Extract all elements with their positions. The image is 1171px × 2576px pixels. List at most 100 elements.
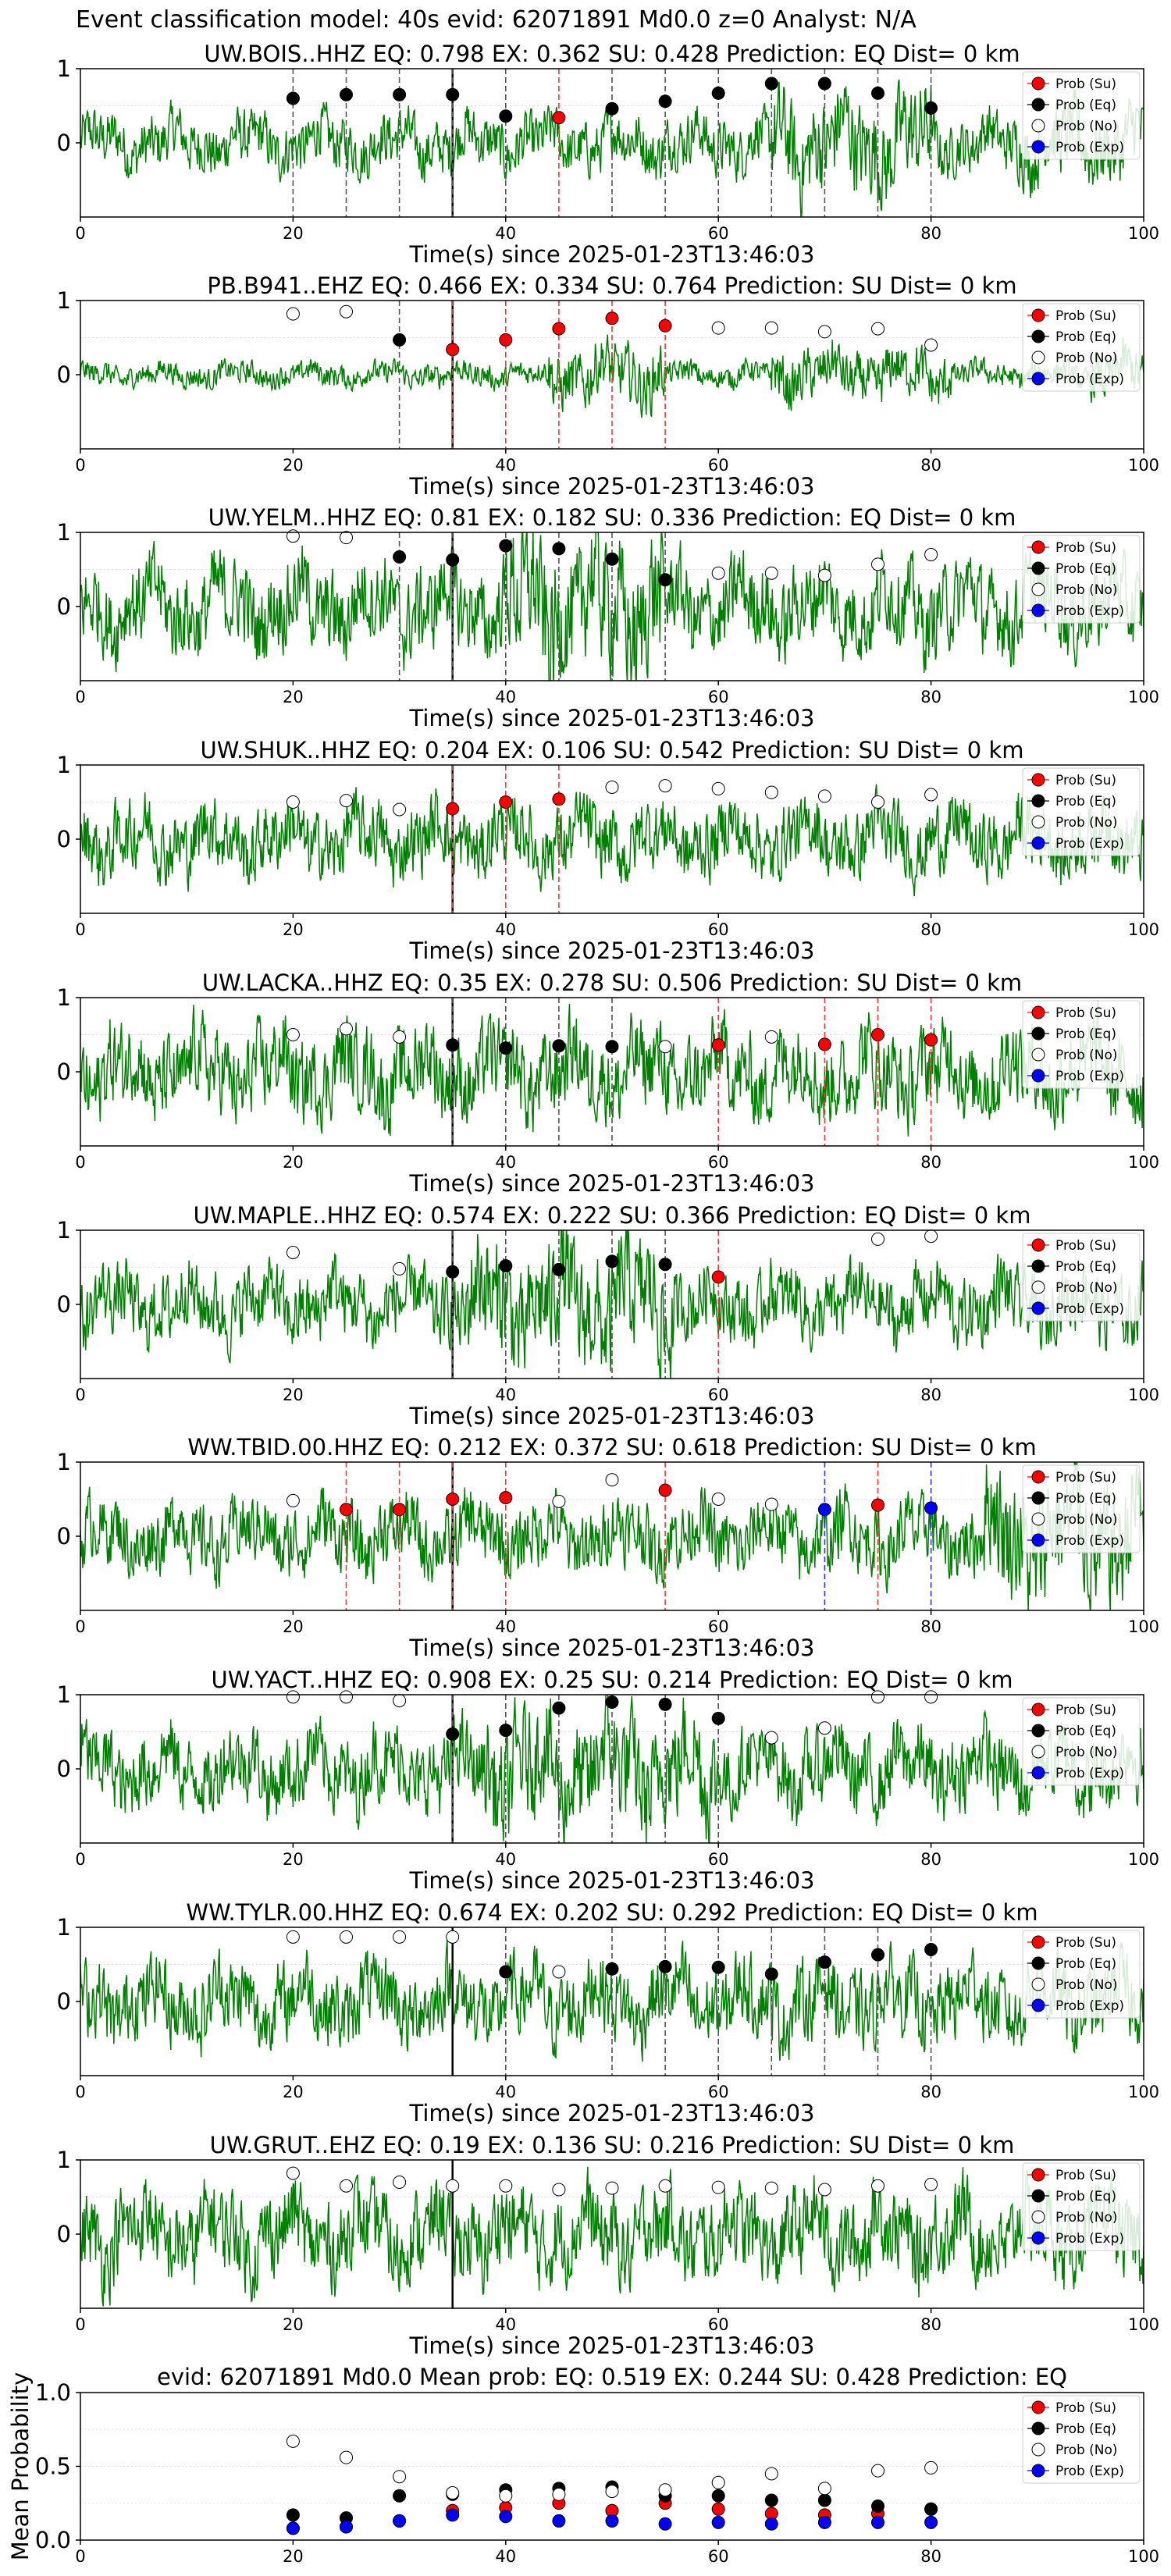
legend-marker-exp [1031, 2464, 1045, 2478]
legend-marker-exp [1031, 836, 1045, 850]
prob-marker-eq [552, 1039, 566, 1053]
prob-marker-eq [446, 553, 460, 567]
legend-label-exp: Prob (Exp) [1055, 1533, 1124, 1549]
prob-marker-no [605, 2181, 619, 2195]
prob-marker-no [817, 789, 831, 803]
legend-marker-exp [1031, 2231, 1045, 2245]
prob-marker-no [340, 531, 353, 545]
prob-marker-eq [393, 87, 407, 101]
prob-marker-eq [605, 1040, 619, 1054]
xtick-label: 0 [75, 1617, 85, 1636]
prob-marker-su [924, 1033, 938, 1047]
prob-marker-no [286, 307, 300, 321]
prob-marker-no [711, 566, 725, 580]
legend-marker-exp [1031, 603, 1045, 617]
prob-marker-no [871, 1232, 884, 1246]
prob-marker-no [286, 1690, 300, 1704]
xtick-label: 60 [708, 688, 729, 706]
legend-label-su: Prob (Su) [1055, 2400, 1116, 2416]
prob-marker-su [446, 802, 460, 816]
prob-marker-eq [817, 1955, 831, 1969]
xtick-label: 100 [1128, 456, 1159, 475]
prob-marker-no [446, 1930, 460, 1944]
ytick-label: 1 [57, 984, 71, 1011]
prob-marker-eq [924, 101, 938, 115]
prob-marker-no [924, 1229, 938, 1244]
ytick-label: 1 [57, 519, 71, 546]
prob-marker-eq [711, 1711, 725, 1725]
prob-marker-no [340, 1930, 353, 1944]
prob-marker-no [286, 2166, 300, 2180]
mean-marker-exp [924, 2515, 938, 2529]
legend-marker-no [1031, 2210, 1045, 2224]
prob-marker-su [446, 343, 460, 357]
prob-marker-eq [711, 1960, 725, 1974]
mean-marker-exp [658, 2517, 672, 2531]
xtick-label: 100 [1128, 2083, 1159, 2101]
legend-label-exp: Prob (Exp) [1055, 2464, 1124, 2479]
legend: Prob (Su) Prob (Eq) Prob (No) Prob (Exp) [1022, 1930, 1141, 2019]
prob-marker-no [658, 2179, 672, 2193]
y-axis-label: Mean Probability [7, 2372, 34, 2561]
legend-marker-no [1031, 1280, 1045, 1294]
panel-title: PB.B941..EHZ EQ: 0.466 EX: 0.334 SU: 0.7… [207, 272, 1016, 299]
xtick-label: 80 [920, 1386, 941, 1404]
legend-marker-eq [1031, 329, 1045, 343]
xtick-label: 100 [1128, 1153, 1159, 1172]
waveform-trace [80, 2166, 1144, 2307]
prob-marker-eq [499, 109, 513, 123]
prob-marker-eq [499, 1041, 513, 1055]
legend-marker-eq [1031, 2189, 1045, 2203]
waveform-trace [80, 784, 1144, 897]
prob-marker-eq [658, 1959, 672, 1973]
ytick-label: 1 [57, 752, 71, 778]
legend-label-exp: Prob (Exp) [1055, 836, 1124, 852]
legend-marker-no [1031, 1048, 1045, 1062]
prob-marker-su [552, 111, 566, 125]
legend-label-exp: Prob (Exp) [1055, 1998, 1124, 2014]
legend-label-su: Prob (Su) [1055, 1005, 1116, 1021]
xtick-label: 0 [75, 920, 85, 939]
legend-label-no: Prob (No) [1055, 1512, 1118, 1528]
legend-label-exp: Prob (Exp) [1055, 140, 1124, 155]
legend-box [1022, 535, 1141, 624]
xtick-label: 60 [708, 1850, 729, 1869]
prob-marker-no [871, 1690, 884, 1704]
prob-marker-eq [711, 86, 725, 100]
mean-marker-exp [711, 2515, 725, 2529]
prob-marker-eq [552, 542, 566, 556]
xtick-label: 20 [283, 456, 304, 475]
legend-label-su: Prob (Su) [1055, 2168, 1116, 2183]
legend-marker-eq [1031, 1259, 1045, 1273]
mean-marker-no [817, 2482, 831, 2496]
prob-marker-no [817, 325, 831, 339]
xtick-label: 80 [920, 1617, 941, 1636]
ytick-label: 1 [57, 55, 71, 82]
prob-marker-no [340, 304, 353, 318]
mean-marker-no [286, 2434, 300, 2448]
legend-label-eq: Prob (Eq) [1055, 794, 1116, 809]
xtick-label: 40 [495, 2547, 516, 2566]
prob-marker-eq [658, 573, 672, 587]
xtick-label: 40 [495, 688, 516, 706]
prob-marker-su [871, 1498, 884, 1512]
legend-label-su: Prob (Su) [1055, 76, 1116, 92]
legend-marker-su [1031, 2400, 1045, 2414]
prob-marker-no [446, 2179, 460, 2193]
xtick-label: 80 [920, 2315, 941, 2334]
prob-marker-no [711, 781, 725, 795]
prob-marker-no [871, 557, 884, 571]
legend-label-no: Prob (No) [1055, 1745, 1118, 1760]
waveform-trace [80, 532, 1144, 681]
prob-marker-su [499, 1491, 513, 1505]
prob-marker-no [393, 1694, 407, 1708]
xtick-label: 40 [495, 2083, 516, 2101]
xtick-label: 0 [75, 2547, 85, 2566]
xtick-label: 20 [283, 1386, 304, 1404]
panel-6: UW.MAPLE..HHZ EQ: 0.574 EX: 0.222 SU: 0.… [57, 1202, 1160, 1429]
xtick-label: 20 [283, 2547, 304, 2566]
mean-marker-no [552, 2487, 566, 2501]
xtick-label: 20 [283, 2083, 304, 2101]
legend-label-eq: Prob (Eq) [1055, 1259, 1116, 1275]
waveform-trace [80, 1695, 1144, 1843]
